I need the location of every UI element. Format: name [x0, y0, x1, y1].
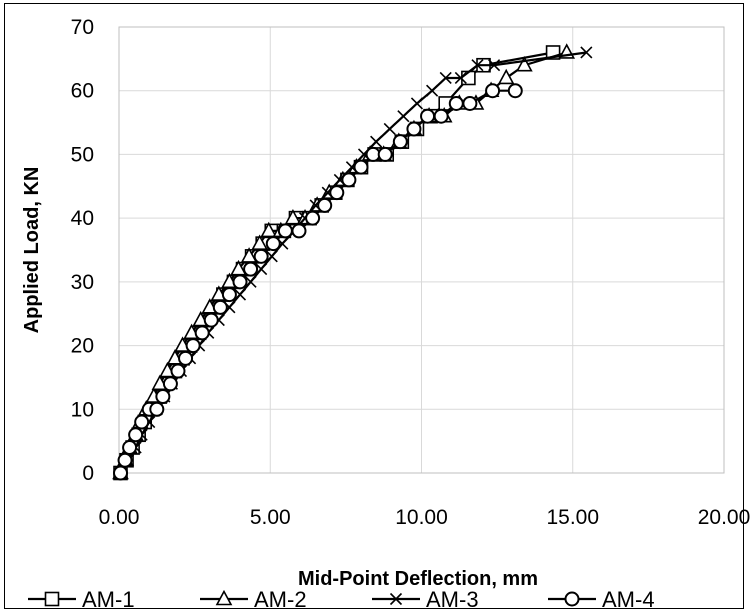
- y-tick-label: 0: [82, 462, 94, 485]
- point-am-4: [341, 172, 357, 188]
- legend-marker-am-1: [44, 591, 60, 607]
- legend-item-am-3: AM-3: [372, 587, 479, 612]
- point-am-2: [260, 221, 278, 238]
- legend-label-am-2: AM-2: [254, 587, 307, 612]
- point-am-4: [185, 338, 201, 354]
- point-am-4: [134, 414, 150, 430]
- gridlines: [119, 26, 725, 473]
- point-am-4: [149, 401, 165, 417]
- series-line-am-3: [119, 51, 587, 474]
- legend-item-am-2: AM-2: [200, 587, 307, 612]
- point-am-3: [580, 46, 593, 59]
- x-tick-label: 20.00: [698, 506, 751, 529]
- legend-marker-am-2: [215, 589, 233, 606]
- point-am-4: [194, 325, 210, 341]
- point-am-4: [162, 376, 178, 392]
- legend-label-am-3: AM-3: [426, 587, 479, 612]
- point-am-4: [365, 146, 381, 162]
- x-axis-ticks: 0.00 5.00 10.00 15.00 20.00: [99, 506, 751, 529]
- point-am-3: [426, 84, 439, 97]
- point-am-4: [305, 210, 321, 226]
- point-am-4: [221, 287, 237, 303]
- point-am-4: [117, 452, 133, 468]
- point-am-2: [516, 56, 533, 72]
- series-line-am-2: [119, 51, 568, 474]
- legend-marker-am-4: [564, 591, 580, 607]
- point-am-3: [488, 59, 501, 72]
- legend-item-am-1: AM-1: [28, 587, 135, 612]
- point-am-4: [212, 299, 228, 315]
- point-am-4: [291, 223, 307, 239]
- y-tick-label: 60: [71, 80, 94, 103]
- point-am-4: [507, 83, 523, 99]
- legend-label-am-4: AM-4: [602, 587, 655, 612]
- point-am-3: [410, 97, 424, 110]
- point-am-4: [406, 121, 422, 137]
- plot-area: [118, 26, 725, 474]
- point-am-3: [244, 275, 257, 288]
- point-am-4: [353, 159, 369, 175]
- point-am-4: [113, 465, 129, 481]
- point-am-3: [383, 122, 396, 136]
- point-am-4: [178, 350, 194, 366]
- point-am-4: [392, 134, 408, 150]
- point-am-4: [485, 83, 501, 99]
- series-line-am-1: [119, 51, 554, 474]
- legend-marker-am-3: [389, 592, 403, 606]
- point-am-3: [265, 250, 278, 263]
- legend: AM-1 AM-2 AM-3 AM-4: [28, 587, 655, 612]
- point-am-3: [233, 288, 247, 301]
- legend-item-am-4: AM-4: [548, 587, 655, 612]
- point-am-4: [420, 108, 436, 124]
- y-tick-label: 70: [71, 16, 94, 39]
- series-am-2: [112, 43, 576, 480]
- point-am-4: [253, 248, 269, 264]
- point-am-4: [232, 274, 248, 290]
- point-am-4: [433, 108, 449, 124]
- point-am-4: [155, 389, 171, 405]
- y-axis-ticks: 0 10 20 30 40 50 60 70: [71, 16, 94, 485]
- point-am-2: [497, 68, 515, 85]
- point-am-4: [377, 146, 393, 162]
- x-tick-label: 10.00: [395, 506, 448, 529]
- point-am-4: [243, 261, 259, 277]
- point-am-4: [122, 440, 138, 456]
- point-am-4: [203, 312, 219, 328]
- point-am-4: [277, 223, 293, 239]
- series-am-1: [113, 45, 561, 481]
- point-am-3: [397, 110, 410, 123]
- y-tick-label: 40: [71, 207, 94, 230]
- x-tick-label: 0.00: [99, 506, 140, 529]
- x-axis-title: Mid-Point Deflection, mm: [298, 568, 538, 590]
- point-am-4: [170, 363, 186, 379]
- point-am-3: [439, 71, 452, 85]
- chart-frame: [4, 3, 744, 609]
- point-am-4: [462, 95, 478, 111]
- point-am-4: [128, 427, 144, 443]
- series-layer: [112, 43, 593, 481]
- series-am-3: [114, 46, 593, 480]
- x-tick-label: 15.00: [546, 506, 599, 529]
- point-am-4: [448, 95, 464, 111]
- x-tick-label: 5.00: [250, 506, 291, 529]
- point-am-3: [255, 263, 268, 276]
- point-am-4: [265, 236, 281, 252]
- point-am-3: [370, 135, 383, 148]
- point-am-2: [284, 208, 302, 225]
- y-tick-label: 50: [71, 143, 94, 166]
- point-am-4: [329, 185, 345, 201]
- y-tick-label: 20: [71, 335, 94, 358]
- y-tick-label: 30: [71, 271, 94, 294]
- point-am-4: [317, 197, 333, 213]
- y-axis-title: Applied Load, KN: [21, 167, 43, 334]
- point-am-3: [471, 59, 484, 72]
- series-am-4: [113, 83, 523, 481]
- y-tick-label: 10: [71, 398, 94, 421]
- legend-label-am-1: AM-1: [82, 587, 135, 612]
- point-am-3: [454, 71, 467, 85]
